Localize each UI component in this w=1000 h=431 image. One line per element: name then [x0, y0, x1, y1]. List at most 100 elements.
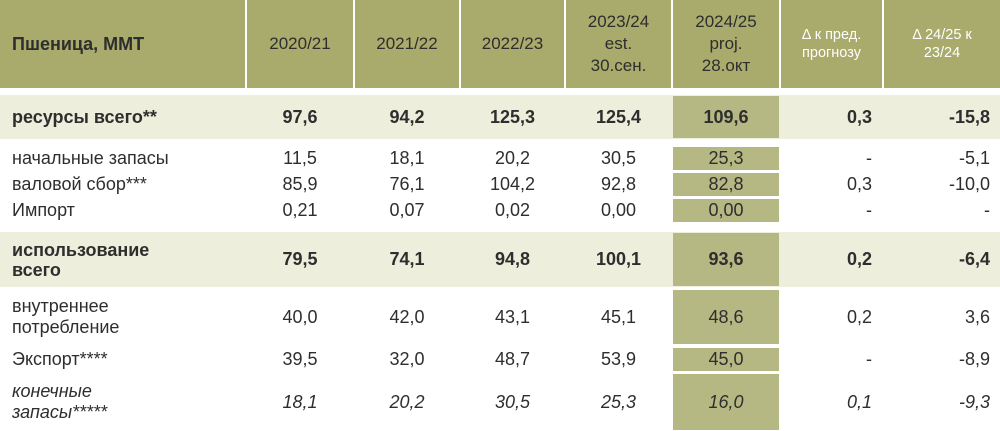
text-line: 23/24: [923, 45, 961, 61]
cell-value: 0,02: [494, 200, 531, 220]
cell-value: -9,3: [958, 391, 990, 412]
header-cell: 2023/24 est. 30.сен.: [566, 0, 671, 88]
text-line: 2023/24: [587, 12, 650, 31]
header-cell: 2022/23: [461, 0, 564, 88]
text-line: запасы*****: [12, 402, 108, 422]
cell-value: 20,2: [494, 148, 531, 168]
cell-value: 0,2: [846, 249, 872, 269]
cell-value: 104,2: [489, 174, 536, 194]
cell-value: 85,9: [282, 174, 318, 194]
text-line: 30.сен.: [590, 56, 647, 75]
text-line: начальные запасы: [12, 148, 169, 168]
row-band: [0, 232, 1000, 287]
cell-value: 94,2: [389, 106, 425, 127]
cell-value: 125,4: [595, 106, 642, 127]
cell-value: 0,3: [846, 174, 872, 194]
text-line: 28.окт: [701, 56, 751, 75]
cell-value: 48,7: [494, 349, 531, 369]
cell-value: 79,5: [282, 249, 318, 269]
text-line: Δ к пред.: [801, 27, 862, 43]
text-line: est.: [604, 34, 633, 53]
cell-value: 11,5: [283, 148, 317, 168]
cell-value: 82,8: [708, 174, 744, 194]
header-cell: 2024/25 proj. 28.окт: [673, 0, 779, 88]
row-label: использование всего: [0, 232, 245, 287]
cell-value: 43,1: [494, 306, 531, 327]
header-cell: 2020/21: [247, 0, 353, 88]
cell-value: -: [866, 349, 872, 369]
cell-value: 94,8: [494, 249, 531, 269]
cell-value: 48,6: [708, 306, 744, 327]
cell-value: 39,5: [282, 349, 318, 369]
cell-value: -: [866, 200, 872, 220]
highlight-cell: [673, 147, 779, 170]
cell-value: 93,6: [708, 249, 744, 269]
text-line: 2024/25: [695, 12, 757, 31]
cell-value: 25,3: [600, 391, 637, 412]
row-band: [0, 95, 1000, 139]
header-cell: Δ к пред. прогнозу: [781, 0, 882, 88]
text-line: proj.: [709, 34, 743, 53]
cell-value: 20,2: [389, 391, 425, 412]
text-line: потребление: [12, 317, 120, 337]
text-line: внутреннее: [12, 296, 109, 316]
cell-value: 25,3: [708, 148, 744, 168]
cell-value: 92,8: [600, 174, 637, 194]
text-line: всего: [12, 259, 61, 280]
highlight-cell: [673, 348, 779, 371]
row-label: ресурсы всего**: [0, 95, 245, 139]
text-line: конечные: [12, 381, 92, 401]
cell-value: 76,1: [389, 174, 425, 194]
row-label: конечные запасы*****: [0, 373, 245, 431]
highlight-cell: [673, 290, 779, 344]
highlight-cell: [673, 233, 779, 286]
text-line: Экспорт****: [12, 349, 108, 369]
cell-value: 0,3: [846, 106, 872, 127]
text-line: валовой сбор***: [12, 174, 147, 194]
cell-value: 109,6: [703, 106, 749, 127]
highlight-cell: [673, 173, 779, 196]
cell-value: 30,5: [494, 391, 531, 412]
row-label: начальные запасы: [0, 146, 245, 171]
cell-value: 100,1: [595, 249, 642, 269]
row-label: Экспорт****: [0, 347, 245, 372]
header-cell: Δ 24/25 к 23/24: [884, 0, 1000, 88]
cell-value: 0,21: [282, 200, 318, 220]
cell-value: 125,3: [489, 106, 536, 127]
cell-value: -15,8: [948, 106, 990, 127]
cell-value: -10,0: [948, 174, 990, 194]
text-line: ресурсы всего**: [12, 107, 157, 127]
header-cell: 2021/22: [355, 0, 459, 88]
cell-value: -: [866, 148, 872, 168]
cell-value: 45,0: [708, 349, 744, 369]
text-line: Пшеница, ММТ: [12, 33, 145, 54]
row-label: Импорт: [0, 198, 245, 223]
text-line: использование: [12, 239, 150, 260]
cell-value: 0,07: [389, 200, 425, 220]
cell-value: -5,1: [958, 148, 990, 168]
highlight-cell: [673, 199, 779, 222]
cell-value: 3,6: [964, 306, 990, 327]
text-line: 2022/23: [481, 34, 544, 53]
highlight-cell: [673, 96, 779, 138]
cell-value: 42,0: [389, 306, 425, 327]
cell-value: 0,00: [708, 200, 744, 220]
text-line: Δ 24/25 к: [912, 27, 972, 43]
cell-value: 16,0: [708, 391, 744, 412]
text-line: 2020/21: [269, 34, 331, 53]
cell-value: 30,5: [600, 148, 637, 168]
cell-value: 40,0: [282, 306, 318, 327]
cell-value: 53,9: [600, 349, 637, 369]
cell-value: 45,1: [600, 306, 637, 327]
header-cell: Пшеница, ММТ: [0, 0, 245, 88]
cell-value: 74,1: [389, 249, 425, 269]
cell-value: -: [984, 200, 990, 220]
cell-value: 32,0: [389, 349, 425, 369]
cell-value: -6,4: [958, 249, 990, 269]
cell-value: 18,1: [282, 391, 318, 412]
cell-value: 97,6: [282, 106, 318, 127]
text-line: Импорт: [12, 200, 75, 220]
text-line: прогнозу: [802, 45, 861, 61]
cell-value: 0,2: [846, 306, 872, 327]
